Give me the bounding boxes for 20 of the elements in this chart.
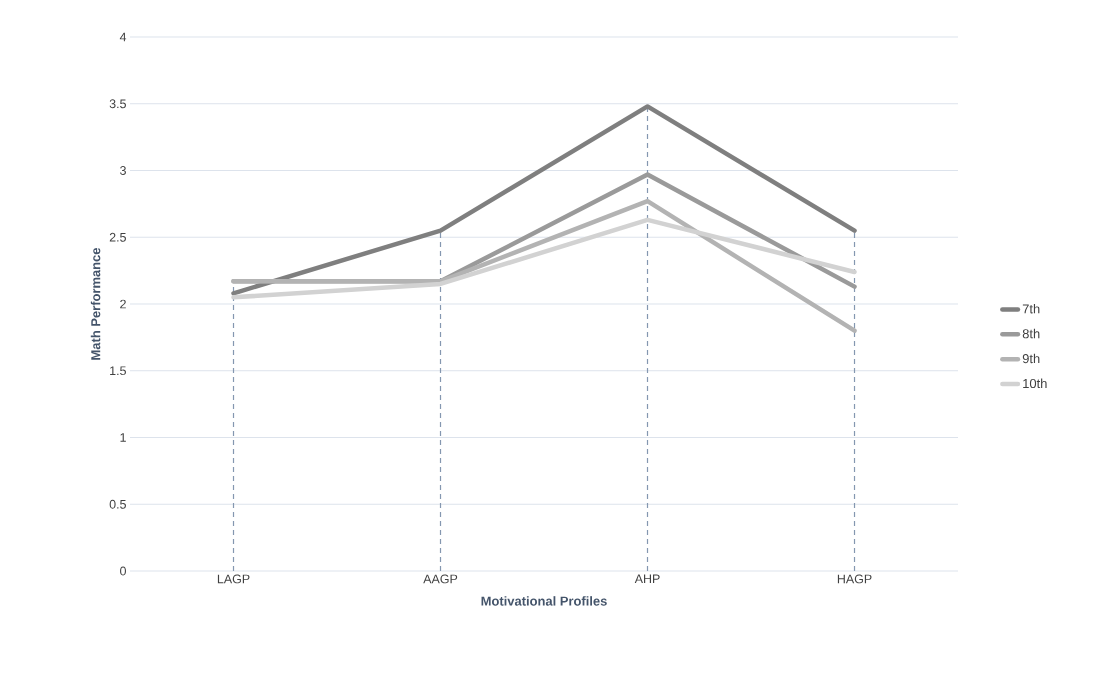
legend-label: 9th (1022, 353, 1040, 364)
y-tick-label: 2 (120, 299, 126, 309)
y-tick-label: 3 (120, 166, 126, 175)
y-tick-label: 1.5 (110, 366, 126, 376)
y-tick-label: 2.5 (109, 232, 126, 242)
x-tick-label: LAGP (217, 574, 250, 584)
x-tick-label: HAGP (837, 574, 872, 584)
y-axis-title: Math Performance (90, 247, 101, 360)
y-tick-label: 0.5 (109, 499, 126, 509)
x-tick-label: AHP (634, 574, 660, 584)
y-tick-label: 3.5 (109, 99, 126, 109)
y-tick-label: 4 (119, 32, 127, 42)
x-tick-label: AAGP (423, 574, 458, 584)
line-series (231, 217, 857, 300)
legend-label: 7th (1022, 303, 1040, 314)
y-tick-label: 0 (120, 566, 126, 576)
legend-label: 8th (1022, 328, 1040, 339)
y-tick-label: 1 (120, 433, 126, 442)
x-axis-title: Motivational Profiles (481, 596, 607, 606)
legend-label: 10th (1023, 378, 1047, 389)
